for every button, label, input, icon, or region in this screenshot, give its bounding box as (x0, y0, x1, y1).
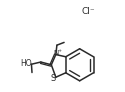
Text: S: S (51, 74, 56, 83)
Text: Cl⁻: Cl⁻ (82, 7, 95, 16)
Text: HO: HO (20, 59, 32, 68)
Text: N⁺: N⁺ (54, 50, 62, 56)
